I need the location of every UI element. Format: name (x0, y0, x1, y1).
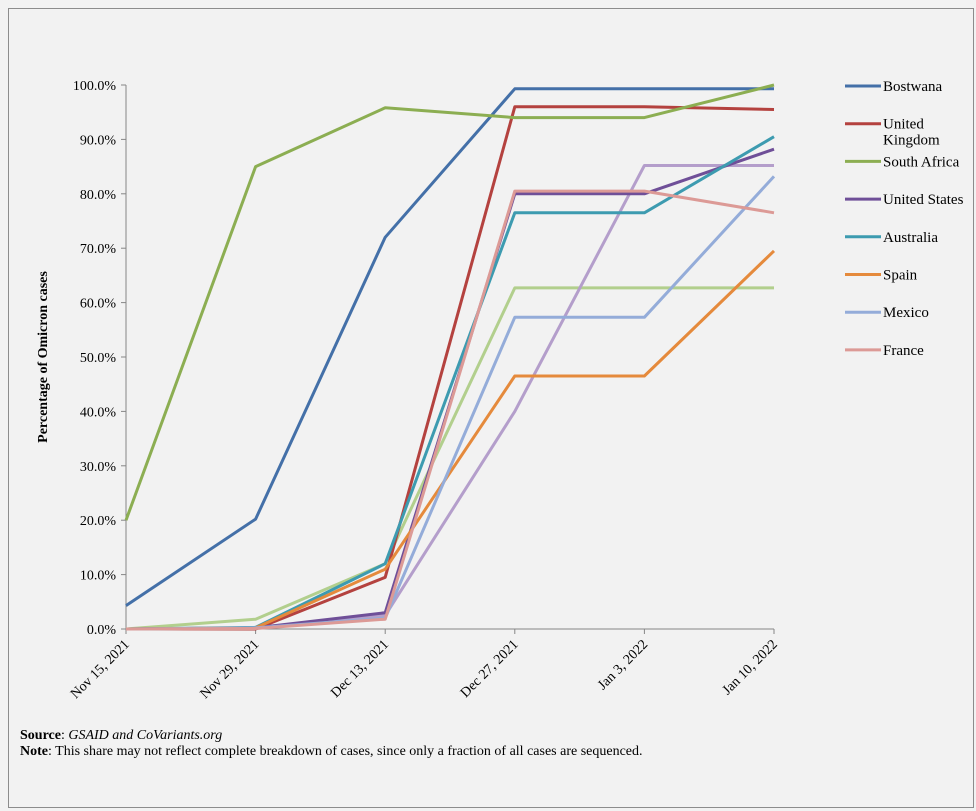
legend-label: Bostwana (883, 79, 943, 95)
legend-label: United Kingdom (883, 117, 940, 149)
y-tick-label: 60.0% (80, 297, 117, 312)
y-tick-label: 30.0% (80, 460, 117, 475)
y-tick-label: 90.0% (80, 133, 117, 148)
series-line-6 (125, 249, 776, 631)
x-tick-label: Jan 10, 2022 (720, 637, 781, 698)
y-tick-label: 100.0% (73, 79, 117, 94)
y-tick-label: 20.0% (80, 514, 117, 529)
legend-label: South Africa (883, 154, 960, 170)
legend-label: Spain (883, 268, 918, 284)
series-line-2 (126, 105, 775, 631)
y-tick-label: 70.0% (80, 242, 117, 257)
legend-label: France (883, 343, 924, 359)
x-tick-label: Nov 15, 2021 (68, 637, 133, 702)
x-tick-label: Nov 29, 2021 (198, 637, 263, 702)
x-tick-label: Dec 13, 2021 (328, 637, 392, 701)
series-line-5 (125, 135, 775, 631)
note-label: Note (20, 744, 48, 759)
source-label: Source (20, 728, 61, 743)
x-tick-label: Jan 3, 2022 (595, 637, 651, 693)
y-tick-label: 10.0% (80, 569, 117, 584)
chart-frame (8, 8, 974, 808)
note-text: : This share may not reflect complete br… (48, 744, 643, 759)
source-line: Source: GSAID and CoVariants.org (20, 728, 223, 743)
series-line-1 (125, 87, 774, 607)
y-tick-label: 80.0% (80, 188, 117, 203)
y-axis-title: Percentage of Omicron cases (36, 271, 51, 443)
y-tick-label: 40.0% (80, 405, 117, 420)
legend-label: Australia (883, 230, 938, 246)
note-line: Note: This share may not reflect complet… (20, 744, 780, 760)
source-text: GSAID and CoVariants.org (68, 728, 223, 743)
x-tick-label: Dec 27, 2021 (458, 637, 522, 701)
y-tick-label: 0.0% (87, 623, 117, 638)
series-line-8 (125, 189, 775, 631)
legend-label: Mexico (883, 305, 929, 321)
chart-notes: Source: GSAID and CoVariants.org Note: T… (20, 728, 780, 760)
series-line-10 (125, 164, 774, 631)
legend-label: United States (883, 192, 964, 208)
y-tick-label: 50.0% (80, 351, 117, 366)
series-line-3 (124, 83, 775, 521)
series-line-9 (125, 286, 774, 631)
